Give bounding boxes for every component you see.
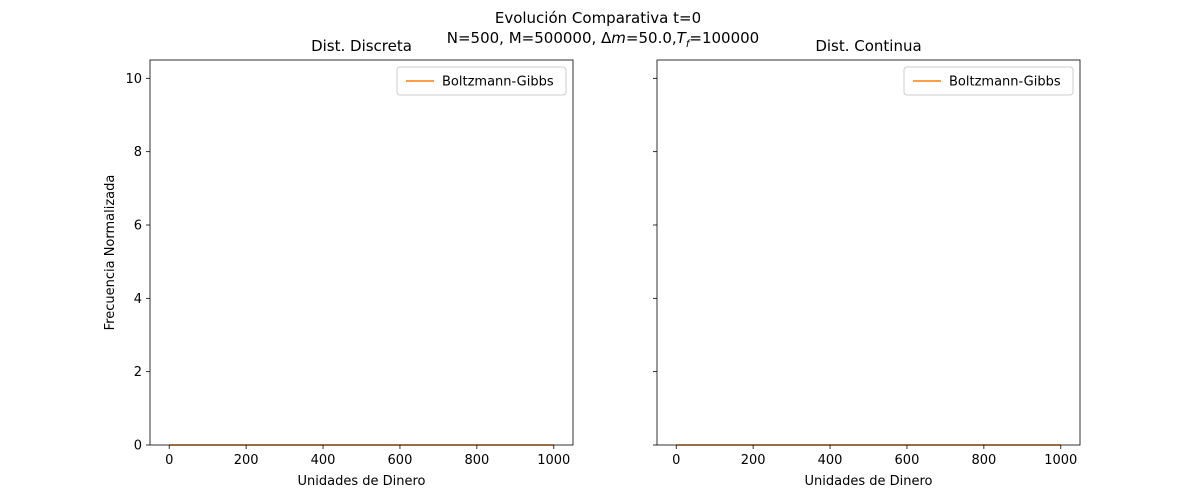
continua-x-tick-label: 800 bbox=[971, 453, 996, 468]
discreta-x-tick-label: 0 bbox=[165, 453, 173, 468]
figure-suptitle-line1: Evolución Comparativa t=0 bbox=[495, 9, 701, 27]
discreta-x-tick-label: 200 bbox=[234, 453, 259, 468]
discreta-y-tick-label: 2 bbox=[134, 365, 142, 380]
continua-x-tick-label: 1000 bbox=[1044, 453, 1077, 468]
discreta-x-tick-label: 400 bbox=[311, 453, 336, 468]
discreta-y-tick-label: 8 bbox=[134, 145, 142, 160]
discreta-y-tick-label: 4 bbox=[134, 292, 142, 307]
discreta-axes-frame bbox=[150, 60, 573, 445]
panels: 0 200 400 600 800 1000 0 2 4 6 8 10 Dist. Discreta Un… bbox=[103, 37, 1080, 489]
discreta-y-tick-label: 10 bbox=[125, 72, 142, 87]
continua-legend: Boltzmann-Gibbs bbox=[904, 67, 1073, 95]
discreta-y-axis-label: Frecuencia Normalizada bbox=[103, 175, 118, 331]
continua-legend-label: Boltzmann-Gibbs bbox=[949, 75, 1061, 90]
continua-title: Dist. Continua bbox=[815, 37, 921, 55]
discreta-legend-label: Boltzmann-Gibbs bbox=[442, 75, 554, 90]
continua-x-tick-label: 0 bbox=[672, 453, 680, 468]
continua-x-axis-label: Unidades de Dinero bbox=[805, 474, 933, 489]
discreta-x-tick-label: 800 bbox=[464, 453, 489, 468]
figure-suptitle-line2: N=500, M=500000, Δm=50.0,Tf=100000 bbox=[447, 29, 759, 50]
suptitle-part-3: =100000 bbox=[689, 29, 759, 47]
discreta-y-tick-label: 6 bbox=[134, 219, 142, 234]
discreta-legend: Boltzmann-Gibbs bbox=[397, 67, 566, 95]
suptitle-part-2: =50.0, bbox=[626, 29, 677, 47]
discreta-panel: 0 200 400 600 800 1000 0 2 4 6 8 10 Dist. Discreta Un… bbox=[103, 37, 573, 489]
suptitle-m-symbol: m bbox=[611, 29, 626, 47]
continua-x-tick-label: 200 bbox=[741, 453, 766, 468]
discreta-title: Dist. Discreta bbox=[311, 37, 412, 55]
discreta-y-tick-label: 0 bbox=[134, 439, 142, 454]
discreta-x-axis-label: Unidades de Dinero bbox=[298, 474, 426, 489]
continua-x-tick-label: 400 bbox=[818, 453, 843, 468]
continua-panel: 0 200 400 600 800 1000 Dist. Continua Unidades … bbox=[653, 37, 1080, 489]
suptitle-part-1: N=500, M=500000, Δ bbox=[447, 29, 612, 47]
discreta-x-tick-label: 600 bbox=[388, 453, 413, 468]
continua-axes-frame bbox=[657, 60, 1080, 445]
discreta-x-tick-label: 1000 bbox=[537, 453, 570, 468]
continua-x-tick-label: 600 bbox=[895, 453, 920, 468]
